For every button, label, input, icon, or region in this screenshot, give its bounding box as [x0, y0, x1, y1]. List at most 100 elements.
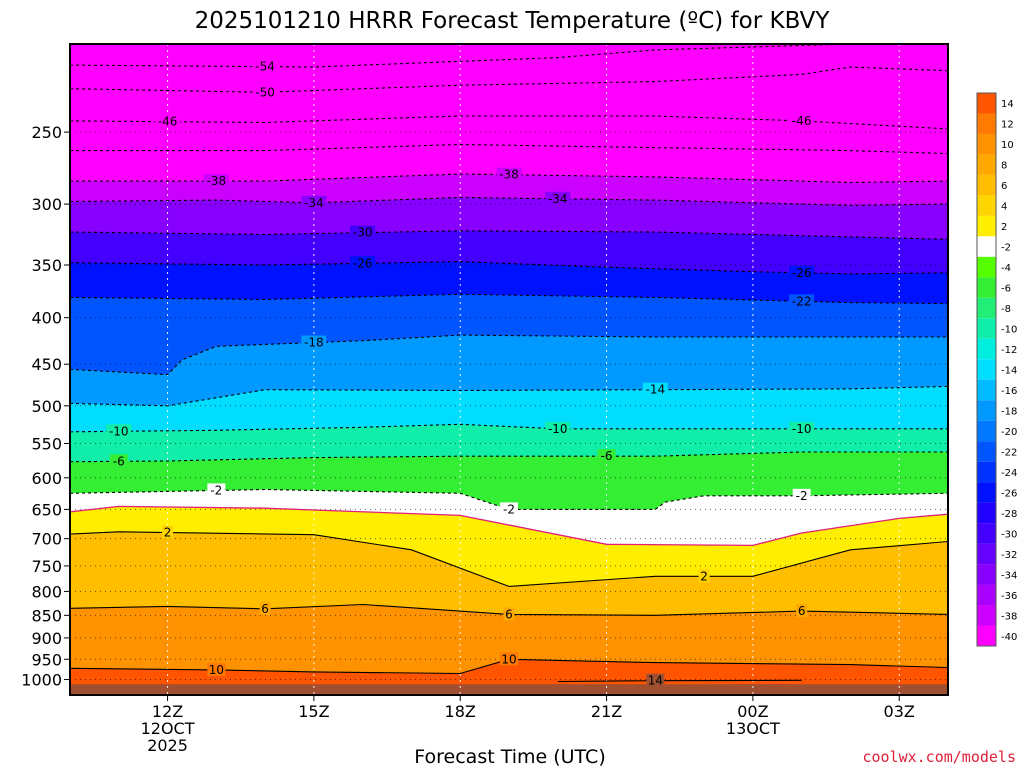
colorbar-label-6: -6	[1001, 284, 1011, 295]
contour-label-38: -38	[207, 174, 227, 188]
contour-label-2: 2	[700, 569, 708, 583]
contour-10	[70, 658, 948, 675]
colorbar-swatch-34	[977, 564, 996, 585]
contour-label-30: -30	[353, 226, 373, 240]
colorbar-swatch-22	[977, 441, 996, 462]
colorbar-swatch-20	[977, 420, 996, 442]
isotherm-contours: -54-50-46 -46-38 -38-34 -34-30-26-26-22-18-…	[70, 44, 948, 688]
contour-6	[70, 603, 948, 616]
colorbar-swatch-12	[977, 113, 996, 134]
contour-label-2: 2	[164, 526, 172, 540]
temperature-field	[70, 44, 948, 695]
y-tick-label-400: 400	[31, 309, 62, 328]
colorbar-label-14: 14	[1001, 99, 1014, 110]
colorbar-frame	[976, 92, 997, 647]
contour-label-bg	[646, 673, 665, 687]
contour-label-2: -2	[210, 483, 222, 497]
plot-frame	[69, 43, 949, 696]
contour-label-46: -46	[792, 114, 812, 128]
x-tick-label-12z: 12Z	[152, 702, 183, 721]
y-tick-label-700: 700	[31, 530, 62, 549]
colorbar-swatch-28	[977, 502, 996, 524]
colorbar-swatch-8	[977, 154, 996, 175]
colorbar-swatch-32	[977, 543, 996, 565]
contour-label-bg	[252, 59, 278, 73]
x-axis-title: Forecast Time (UTC)	[414, 746, 605, 768]
contour-18	[70, 334, 948, 376]
y-tick-label-250: 250	[31, 123, 62, 142]
y-tick-label-300: 300	[31, 195, 62, 214]
contour-label-38: -38	[499, 168, 519, 182]
contour-label-bg	[796, 604, 808, 618]
colorbar-label-38: -38	[1001, 611, 1017, 622]
y-tick-label-550: 550	[31, 434, 62, 453]
contour-label-26: -26	[353, 256, 373, 270]
contour-26	[70, 261, 948, 275]
contour-label-2: -2	[796, 489, 808, 503]
contour-label-bg	[545, 191, 571, 205]
contour-label-bg	[503, 607, 515, 621]
colorbar-swatch-4	[977, 256, 996, 278]
contour-label-6: -6	[113, 454, 125, 468]
contour-14	[70, 385, 948, 407]
pressure-axis: 250 300 350 400 450 500 550 600 650 700 750 800 850 9…	[21, 123, 70, 690]
colorbar-swatch-16	[977, 379, 996, 401]
contour-label-6: 6	[261, 602, 269, 616]
colorbar-label-24: -24	[1001, 468, 1017, 479]
contour-22	[70, 293, 948, 305]
y-tick-label-450: 450	[31, 355, 62, 374]
colorbar-swatch-4	[977, 195, 996, 216]
contour-34	[70, 196, 948, 206]
contour-30	[70, 230, 948, 240]
contour-42	[70, 143, 948, 155]
contour-label-14: -14	[646, 383, 666, 397]
colorbar-swatch-30	[977, 523, 996, 544]
contour-label-6: -6	[601, 449, 613, 463]
contour-50	[70, 66, 948, 93]
contour-label-50: -50	[255, 85, 275, 99]
colorbar-swatch-40	[977, 625, 996, 646]
contour-label-10: -10	[548, 422, 568, 436]
contour-label-bg	[155, 114, 181, 128]
colorbar-label-12: 12	[1001, 120, 1014, 131]
contour-label-bg	[109, 454, 128, 468]
x-tick-label-21z: 21Z	[591, 702, 622, 721]
contour-label-18: -18	[304, 336, 324, 350]
contour-label-bg	[789, 265, 815, 279]
colorbar-label-20: -20	[1001, 427, 1017, 438]
y-tick-label-800: 800	[31, 582, 62, 601]
colorbar-swatch-8	[977, 297, 996, 319]
contour-label-26: -26	[792, 266, 812, 280]
colorbar-swatch-10	[977, 133, 996, 155]
contour-label-bg	[350, 225, 376, 239]
y-tick-label-850: 850	[31, 606, 62, 625]
colorbar-swatch-6	[977, 277, 996, 298]
contour-6	[70, 451, 948, 463]
contour-label-bg	[500, 652, 518, 666]
colorbar-swatch-38	[977, 605, 996, 626]
colorbar-label-10: -10	[1001, 325, 1017, 336]
colorbar-swatch-14	[977, 359, 996, 380]
contour-2	[70, 531, 948, 587]
contour-label-34: -34	[304, 196, 324, 210]
credit-link[interactable]: coolwx.com/models	[862, 748, 1016, 766]
y-tick-label-350: 350	[31, 256, 62, 275]
colorbar-label-26: -26	[1001, 488, 1017, 499]
contour-label-46: -46	[158, 115, 178, 129]
contour-label-6: 6	[505, 607, 513, 621]
band-surface	[70, 684, 948, 695]
contour-0	[70, 505, 948, 547]
colorbar-swatch-10	[977, 318, 996, 339]
contour-label-bg	[207, 483, 226, 497]
contour-label-bg	[301, 335, 327, 349]
colorbar-label-22: -22	[1001, 447, 1017, 458]
colorbar-label-6: 6	[1001, 181, 1007, 192]
colorbar-label-2: -2	[1001, 243, 1011, 254]
colorbar-label-8: 8	[1001, 161, 1007, 172]
contour-label-bg	[545, 421, 571, 435]
contour-label-bg	[162, 525, 174, 539]
contour-label-bg	[203, 174, 229, 188]
y-tick-label-1000: 1000	[21, 671, 62, 690]
chart-title: 2025101210 HRRR Forecast Temperature (ºC…	[195, 8, 831, 34]
